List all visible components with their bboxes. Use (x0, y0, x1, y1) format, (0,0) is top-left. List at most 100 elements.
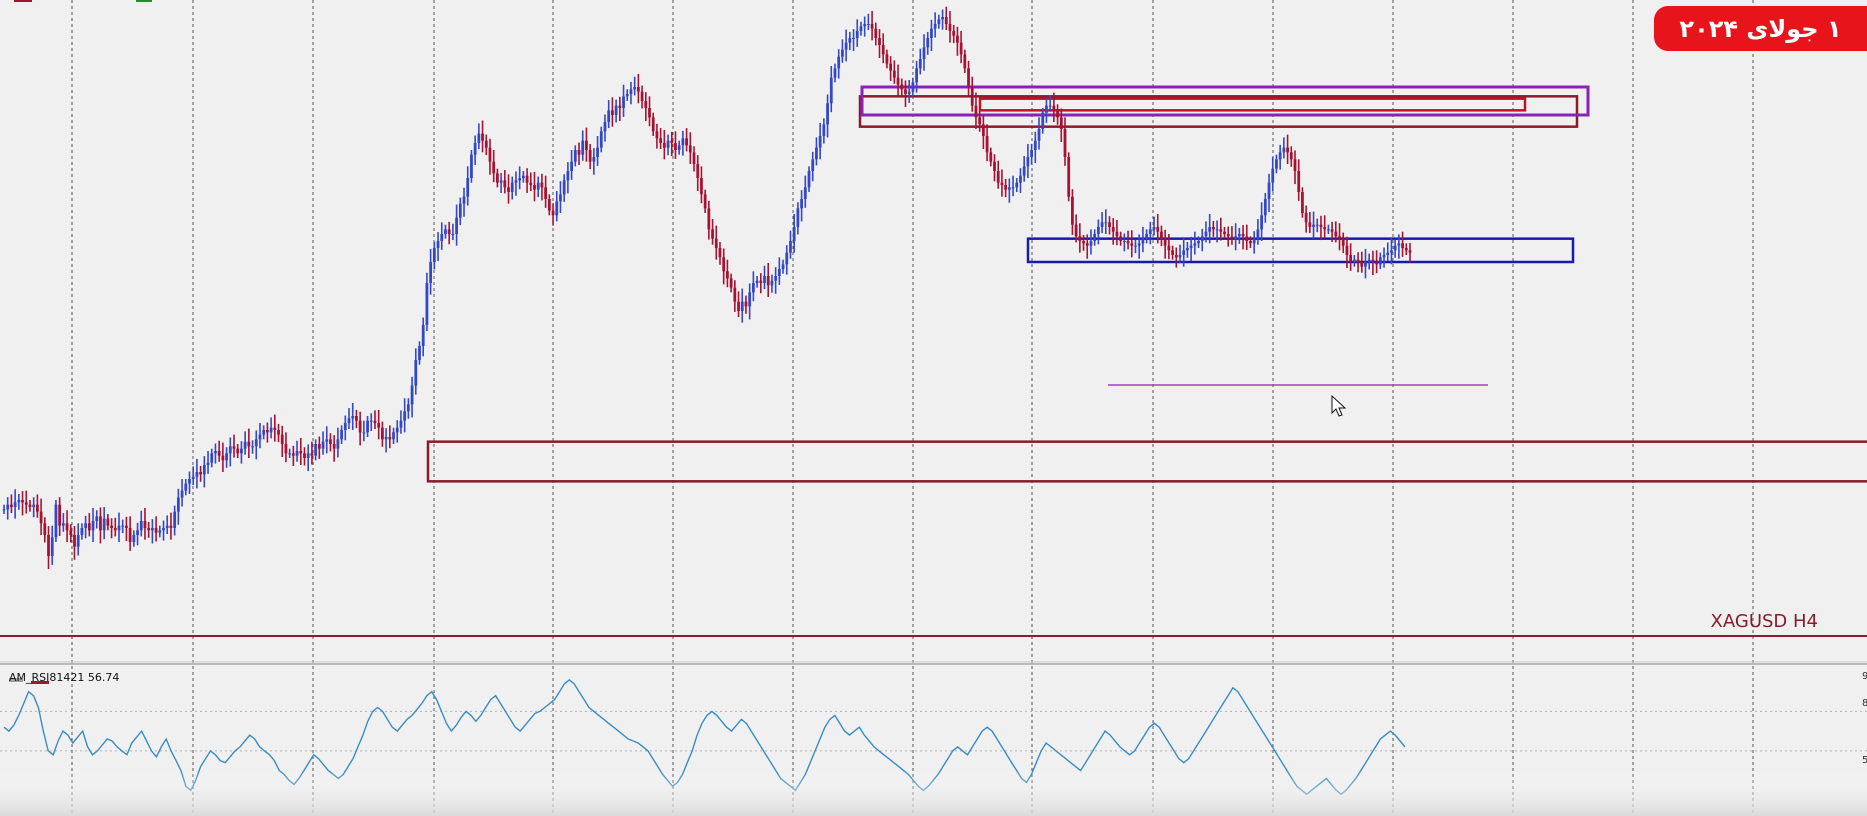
candle-body-51 (191, 476, 195, 479)
candle-body-278 (1033, 140, 1037, 150)
candle-body-109 (406, 404, 410, 412)
candle-body-256 (952, 31, 956, 36)
candle-body-359 (1334, 231, 1338, 237)
candle-body-303 (1126, 241, 1130, 244)
candle-body-34 (128, 528, 132, 542)
candle-body-250 (930, 28, 933, 38)
candle-body-372 (1382, 255, 1386, 258)
candle-body-197 (733, 287, 737, 302)
candle-body-266 (989, 152, 993, 162)
candle-body-194 (722, 257, 726, 272)
candle-body-272 (1011, 187, 1015, 189)
candle-body-103 (384, 437, 388, 440)
candle-body-350 (1301, 192, 1304, 213)
candle-body-123 (458, 203, 462, 218)
candle-body-236 (878, 38, 881, 45)
candle-body-59 (221, 455, 225, 461)
candle-body-302 (1122, 241, 1126, 242)
candle-body-131 (488, 147, 492, 162)
candle-body-239 (889, 63, 893, 71)
candle-body-169 (629, 89, 633, 94)
candle-body-296 (1100, 222, 1104, 227)
candle-body-38 (143, 521, 147, 528)
candle-body-168 (625, 94, 629, 97)
candle-body-215 (800, 199, 803, 209)
rsi-line (0, 679, 1867, 796)
candle-body-111 (414, 360, 418, 386)
candle-body-5 (21, 500, 24, 503)
candle-body-333 (1237, 234, 1241, 237)
candle-body-315 (1171, 250, 1174, 255)
candle-body-354 (1315, 224, 1319, 226)
candle-body-200 (744, 301, 748, 307)
candle-body-42 (158, 530, 162, 533)
candle-body-129 (481, 133, 484, 141)
candle-body-96 (358, 420, 362, 433)
candle-body-267 (993, 161, 996, 171)
candle-body-198 (737, 301, 740, 311)
candle-body-262 (974, 105, 978, 118)
candle-body-113 (421, 325, 425, 346)
candle-body-202 (751, 283, 755, 293)
candle-body-159 (592, 157, 596, 162)
candles-layer[interactable] (2, 6, 1412, 570)
candle-body-74 (277, 430, 280, 435)
candle-body-185 (688, 145, 692, 153)
candle-body-178 (662, 143, 666, 148)
symbol-timeframe-label: XAGUSD H4 (1711, 611, 1818, 632)
candle-body-151 (562, 180, 566, 195)
candle-body-73 (273, 427, 277, 430)
candle-body-22 (84, 523, 88, 528)
candle-body-40 (150, 528, 154, 531)
candle-body-367 (1364, 262, 1367, 267)
candle-body-19 (73, 535, 76, 547)
candle-body-76 (284, 444, 288, 454)
candle-body-15 (58, 504, 62, 526)
candle-body-47 (176, 497, 180, 512)
candle-body-205 (763, 276, 766, 283)
candle-body-379 (1408, 250, 1412, 253)
candle-body-348 (1293, 159, 1297, 171)
candle-body-81 (303, 453, 306, 458)
candle-body-32 (121, 525, 125, 527)
candle-body-174 (648, 108, 651, 118)
candle-body-69 (258, 434, 262, 440)
candle-body-274 (1019, 175, 1022, 183)
candle-body-229 (852, 38, 855, 39)
candle-body-217 (807, 171, 811, 188)
candle-body-49 (184, 483, 188, 491)
candle-body-105 (392, 432, 395, 440)
candle-body-130 (484, 140, 488, 148)
candle-body-46 (173, 511, 177, 528)
zones-layer (0, 85, 1867, 637)
rsi-tick-mid: 8 (1862, 698, 1867, 709)
candle-body-172 (640, 91, 644, 101)
candle-body-155 (577, 150, 581, 155)
candle-body-285 (1059, 117, 1063, 129)
candle-body-136 (507, 187, 510, 192)
candle-body-230 (855, 31, 859, 38)
candle-body-360 (1338, 236, 1341, 239)
candle-body-65 (243, 441, 247, 449)
candle-body-295 (1096, 227, 1100, 234)
candle-body-342 (1271, 168, 1275, 183)
candle-body-99 (369, 420, 373, 422)
candle-body-330 (1226, 234, 1230, 237)
candle-body-361 (1341, 238, 1345, 246)
candle-body-163 (607, 110, 611, 122)
vertical-gridlines (71, 0, 1754, 816)
candle-body-30 (113, 528, 117, 531)
candle-body-45 (169, 525, 173, 528)
candle-body-286 (1063, 129, 1067, 157)
candle-body-153 (570, 161, 573, 171)
candle-body-121 (451, 234, 455, 235)
candle-body-226 (841, 49, 844, 57)
candle-body-269 (1000, 182, 1004, 185)
date-badge: ۱ جولای ۲۰۲۴ (1654, 6, 1867, 51)
candle-body-220 (818, 136, 822, 148)
candle-body-154 (573, 150, 577, 162)
candle-body-94 (351, 416, 355, 419)
candle-body-114 (425, 283, 429, 325)
rsi-label-name: AM_RSI81421 56.74 (9, 671, 119, 684)
